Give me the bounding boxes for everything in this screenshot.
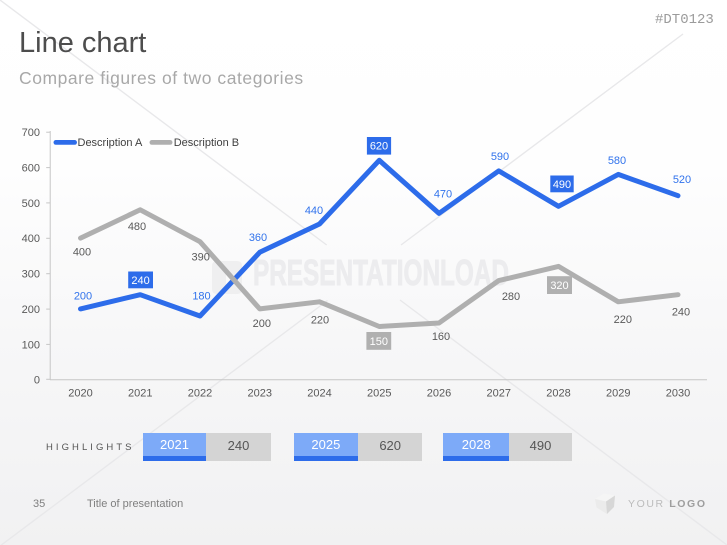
svg-text:500: 500 xyxy=(22,198,40,210)
svg-text:2030: 2030 xyxy=(666,387,690,399)
svg-text:2020: 2020 xyxy=(68,387,92,399)
svg-text:600: 600 xyxy=(22,163,40,175)
svg-text:2023: 2023 xyxy=(248,387,272,399)
svg-text:2028: 2028 xyxy=(546,387,570,399)
svg-text:2024: 2024 xyxy=(307,387,331,399)
svg-text:300: 300 xyxy=(22,269,40,281)
svg-text:360: 360 xyxy=(249,232,267,244)
svg-text:440: 440 xyxy=(305,205,323,217)
svg-text:520: 520 xyxy=(673,174,691,186)
svg-text:0: 0 xyxy=(34,375,40,387)
svg-text:100: 100 xyxy=(22,339,40,351)
svg-text:2027: 2027 xyxy=(487,387,511,399)
svg-text:200: 200 xyxy=(253,318,271,330)
svg-text:320: 320 xyxy=(550,280,568,292)
svg-text:200: 200 xyxy=(22,304,40,316)
svg-text:580: 580 xyxy=(608,155,626,167)
svg-text:200: 200 xyxy=(74,291,92,303)
svg-text:2029: 2029 xyxy=(606,387,630,399)
svg-text:2021: 2021 xyxy=(128,387,152,399)
svg-text:620: 620 xyxy=(370,141,388,153)
svg-text:220: 220 xyxy=(614,314,632,326)
svg-text:Description B: Description B xyxy=(174,137,239,149)
svg-text:590: 590 xyxy=(491,151,509,163)
svg-text:700: 700 xyxy=(22,127,40,139)
svg-text:240: 240 xyxy=(131,275,149,287)
svg-text:180: 180 xyxy=(192,291,210,303)
svg-text:Description A: Description A xyxy=(78,137,143,149)
svg-text:150: 150 xyxy=(370,336,388,348)
svg-text:280: 280 xyxy=(502,291,520,303)
svg-text:2025: 2025 xyxy=(367,387,391,399)
svg-text:400: 400 xyxy=(22,233,40,245)
svg-text:220: 220 xyxy=(311,315,329,327)
svg-text:240: 240 xyxy=(672,307,690,319)
svg-text:470: 470 xyxy=(434,188,452,200)
svg-text:390: 390 xyxy=(192,251,210,263)
svg-text:2026: 2026 xyxy=(427,387,451,399)
svg-text:490: 490 xyxy=(553,179,571,191)
svg-text:PRESENTATIONLOAD: PRESENTATIONLOAD xyxy=(253,252,509,293)
svg-text:2022: 2022 xyxy=(188,387,212,399)
svg-text:160: 160 xyxy=(432,331,450,343)
svg-text:400: 400 xyxy=(73,246,91,258)
svg-text:480: 480 xyxy=(128,221,146,233)
